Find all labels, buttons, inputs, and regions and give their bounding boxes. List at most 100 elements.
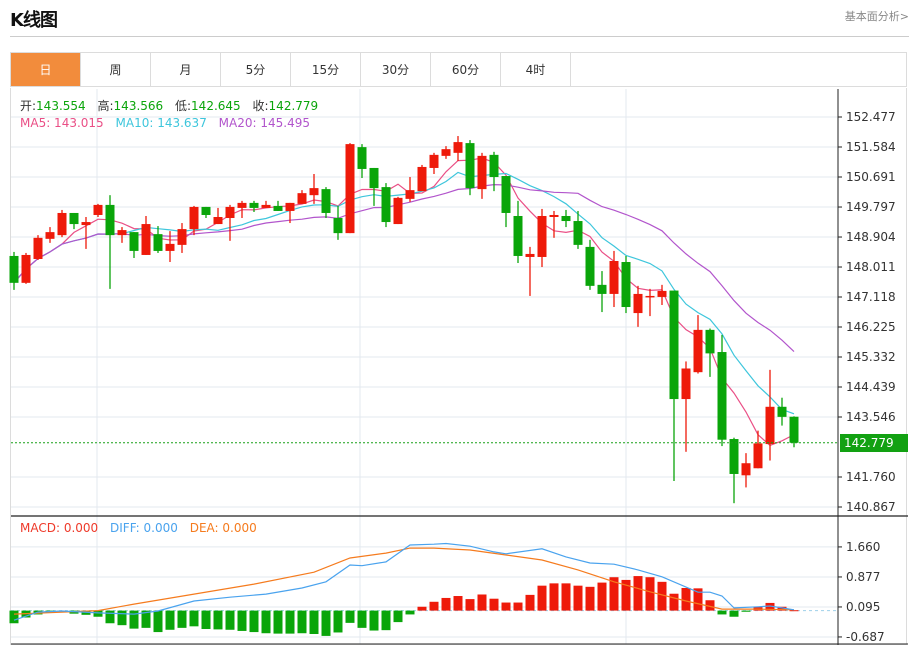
open-value: 143.554 bbox=[36, 99, 86, 113]
candle-down bbox=[585, 246, 595, 286]
price-tick-label: 150.691 bbox=[846, 169, 896, 184]
candle-down bbox=[705, 329, 715, 354]
macd-bar bbox=[489, 598, 499, 611]
candle-up bbox=[765, 406, 775, 445]
candle-down bbox=[201, 206, 211, 215]
tab-4hour[interactable]: 4时 bbox=[501, 53, 571, 86]
macd-value: MACD: 0.000 bbox=[20, 521, 99, 535]
macd-bar bbox=[393, 610, 403, 623]
macd-bar bbox=[717, 610, 727, 615]
price-tick-label: 145.332 bbox=[846, 350, 896, 364]
macd-bar bbox=[357, 610, 367, 628]
last-price-marker: 142.779 bbox=[840, 434, 908, 452]
macd-bar bbox=[549, 583, 559, 611]
macd-bar bbox=[609, 577, 619, 611]
price-tick-label: 140.867 bbox=[846, 499, 896, 514]
macd-bar bbox=[285, 610, 295, 634]
candle-down bbox=[153, 234, 163, 251]
tab-15min[interactable]: 15分 bbox=[291, 53, 361, 86]
candle-up bbox=[681, 368, 691, 400]
macd-bar bbox=[525, 594, 535, 611]
macd-bar bbox=[9, 610, 19, 624]
macd-bar bbox=[141, 610, 151, 628]
tab-60min[interactable]: 60分 bbox=[431, 53, 501, 86]
candle-down bbox=[621, 262, 631, 308]
macd-bar bbox=[105, 610, 115, 624]
candle-down bbox=[273, 205, 283, 211]
macd-bar bbox=[477, 594, 487, 611]
macd-bar bbox=[93, 610, 103, 617]
high-label: 高: bbox=[97, 99, 114, 113]
tab-30min[interactable]: 30分 bbox=[361, 53, 431, 86]
macd-bar bbox=[249, 610, 259, 633]
candle-up bbox=[525, 253, 535, 257]
ohlc-readout: 开:143.554 高:143.566 低:142.645 收:142.779 bbox=[20, 97, 318, 114]
candle-down bbox=[381, 187, 391, 223]
candle-up bbox=[477, 155, 487, 190]
candle-up bbox=[657, 290, 667, 297]
period-tabs: 日 周 月 5分 15分 30分 60分 4时 bbox=[10, 52, 907, 87]
candle-up bbox=[81, 222, 91, 226]
candle-up bbox=[141, 224, 151, 255]
candle-up bbox=[285, 202, 295, 211]
macd-bar bbox=[669, 593, 679, 611]
price-tick-label: 146.225 bbox=[846, 320, 896, 334]
candle-down bbox=[669, 290, 679, 400]
price-tick-label: 152.477 bbox=[846, 110, 896, 124]
candle-up bbox=[297, 193, 307, 204]
macd-bar bbox=[381, 610, 391, 631]
macd-tick-label: 0.095 bbox=[846, 599, 881, 614]
macd-bar bbox=[645, 577, 655, 611]
title-divider bbox=[10, 36, 909, 37]
candle-down bbox=[573, 221, 583, 245]
price-tick-label: 148.904 bbox=[846, 230, 896, 245]
macd-tick-label: -0.687 bbox=[846, 629, 885, 644]
candle-down bbox=[321, 189, 331, 213]
macd-bar bbox=[621, 579, 631, 611]
candle-down bbox=[9, 255, 19, 283]
macd-bar bbox=[177, 610, 187, 628]
candle-down bbox=[789, 416, 799, 443]
price-tick-label: 144.439 bbox=[846, 380, 896, 394]
macd-bar bbox=[789, 610, 799, 612]
macd-bar bbox=[729, 610, 739, 617]
candle-up bbox=[261, 204, 271, 208]
dea-value: DEA: 0.000 bbox=[189, 521, 257, 535]
macd-bar bbox=[633, 576, 643, 611]
tab-week[interactable]: 周 bbox=[81, 53, 151, 86]
macd-bar bbox=[429, 601, 439, 611]
macd-bar bbox=[261, 610, 271, 634]
candle-up bbox=[93, 204, 103, 215]
candle-down bbox=[597, 284, 607, 294]
candle-up bbox=[189, 206, 199, 230]
tab-5min[interactable]: 5分 bbox=[221, 53, 291, 86]
macd-bar bbox=[453, 596, 463, 611]
candle-up bbox=[609, 261, 619, 294]
price-tick-label: 143.546 bbox=[846, 410, 896, 424]
macd-bar bbox=[189, 610, 199, 627]
diff-value: DIFF: 0.000 bbox=[110, 521, 178, 535]
macd-bar bbox=[201, 610, 211, 630]
candle-down bbox=[717, 352, 727, 440]
tab-day[interactable]: 日 bbox=[11, 53, 81, 86]
high-value: 143.566 bbox=[113, 99, 164, 113]
macd-bar bbox=[165, 610, 175, 630]
tab-month[interactable]: 月 bbox=[151, 53, 221, 86]
ma10-value: MA10: 143.637 bbox=[115, 116, 207, 130]
diff-line bbox=[13, 542, 795, 621]
price-tick-label: 148.011 bbox=[846, 260, 896, 275]
candle-down bbox=[105, 204, 115, 236]
close-label: 收: bbox=[252, 99, 269, 113]
candle-down bbox=[777, 406, 787, 417]
candle-up bbox=[165, 243, 175, 251]
price-tick-label: 149.797 bbox=[846, 200, 896, 215]
macd-bar bbox=[321, 610, 331, 636]
candle-up bbox=[405, 190, 415, 199]
macd-bar bbox=[153, 610, 163, 633]
fundamental-analysis-link[interactable]: 基本面分析> bbox=[844, 10, 909, 23]
price-tick-label: 151.584 bbox=[846, 139, 896, 154]
candle-up bbox=[417, 166, 427, 192]
macd-bar bbox=[777, 606, 787, 611]
macd-bar bbox=[585, 586, 595, 611]
